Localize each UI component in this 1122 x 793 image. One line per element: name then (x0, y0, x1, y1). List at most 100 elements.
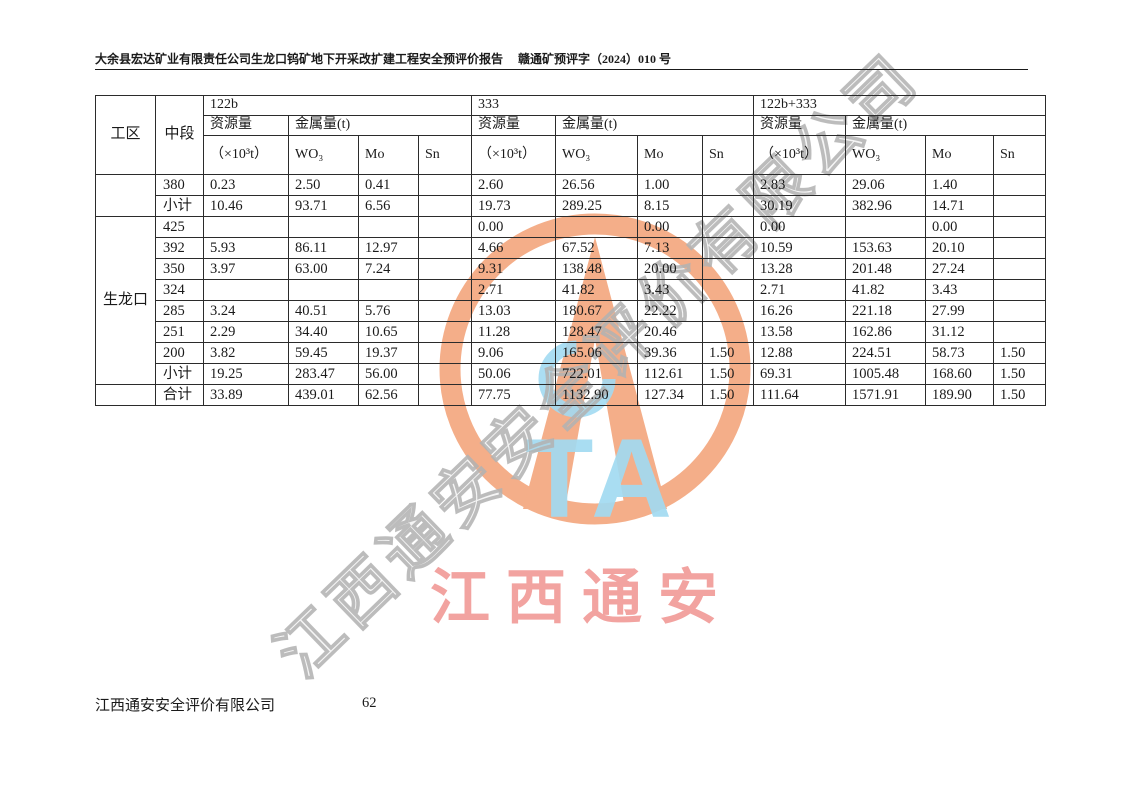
table-cell: 128.47 (555, 321, 638, 343)
table-cell: 153.63 (845, 237, 926, 259)
table-cell: 11.28 (471, 321, 556, 343)
table-cell (702, 279, 754, 301)
table-cell: 0.23 (203, 174, 289, 196)
table-cell: 27.24 (925, 258, 994, 280)
logo-letters: TA (525, 416, 678, 539)
table-cell: 19.73 (471, 195, 556, 217)
table-cell: 0.00 (753, 216, 846, 238)
table-cell: 77.75 (471, 384, 556, 406)
level-cell: 小计 (155, 363, 204, 385)
table-cell: 27.99 (925, 300, 994, 322)
table-cell: 20.46 (637, 321, 703, 343)
table-cell: 2.29 (203, 321, 289, 343)
table-cell: 289.25 (555, 195, 638, 217)
header-mo: Mo (358, 135, 419, 175)
table-cell: 7.13 (637, 237, 703, 259)
table-cell: 1.50 (993, 384, 1046, 406)
table-cell (418, 216, 472, 238)
table-cell: 165.06 (555, 342, 638, 364)
table-cell: 127.34 (637, 384, 703, 406)
header-unit: （×10³t） (203, 135, 289, 175)
level-cell: 425 (155, 216, 204, 238)
header-metal: 金属量(t) (845, 115, 1046, 136)
header-wo3: WO₃ (555, 135, 638, 175)
header-mo: Mo (637, 135, 703, 175)
table-cell: 162.86 (845, 321, 926, 343)
table-cell: 189.90 (925, 384, 994, 406)
table-cell: 138.48 (555, 258, 638, 280)
table-cell: 30.19 (753, 195, 846, 217)
table-cell (418, 195, 472, 217)
table-cell: 12.97 (358, 237, 419, 259)
table-cell: 3.97 (203, 258, 289, 280)
table-cell (203, 216, 289, 238)
header-group-122b: 122b (203, 95, 472, 116)
table-cell (418, 363, 472, 385)
table-cell: 0.00 (925, 216, 994, 238)
table-cell: 2.50 (288, 174, 359, 196)
table-cell (358, 216, 419, 238)
table-cell: 59.45 (288, 342, 359, 364)
header-report-title: 大余县宏达矿业有限责任公司生龙口钨矿地下开采改扩建工程安全预评价报告 (95, 52, 504, 66)
table-cell: 34.40 (288, 321, 359, 343)
header-work-area: 工区 (95, 95, 156, 175)
header-sn: Sn (993, 135, 1046, 175)
table-cell: 1005.48 (845, 363, 926, 385)
table-cell: 58.73 (925, 342, 994, 364)
table-cell (993, 300, 1046, 322)
table-cell (418, 279, 472, 301)
footer-page-number: 62 (362, 695, 377, 711)
header-metal: 金属量(t) (288, 115, 472, 136)
table-cell: 111.64 (753, 384, 846, 406)
work-area-cell (95, 174, 156, 217)
table-cell: 20.00 (637, 258, 703, 280)
table-cell: 722.01 (555, 363, 638, 385)
level-cell: 小计 (155, 195, 204, 217)
table-cell: 13.28 (753, 258, 846, 280)
table-cell: 3.24 (203, 300, 289, 322)
table-cell: 56.00 (358, 363, 419, 385)
table-cell: 13.03 (471, 300, 556, 322)
work-area-cell: 生龙口 (95, 216, 156, 385)
table-cell (418, 384, 472, 406)
watermark-brand-text: 江西通安 (430, 564, 734, 631)
table-cell: 10.65 (358, 321, 419, 343)
table-cell (358, 279, 419, 301)
table-body: 380 0.23 2.50 0.41 2.60 26.56 1.00 2.83 29.06 1.4… (95, 174, 1046, 406)
table-cell: 180.67 (555, 300, 638, 322)
table-cell (288, 279, 359, 301)
table-cell (418, 342, 472, 364)
table-cell: 1571.91 (845, 384, 926, 406)
table-cell: 3.82 (203, 342, 289, 364)
table-cell: 69.31 (753, 363, 846, 385)
table-cell: 10.46 (203, 195, 289, 217)
table-cell: 14.71 (925, 195, 994, 217)
table-cell (418, 321, 472, 343)
table-cell: 221.18 (845, 300, 926, 322)
table-cell: 1132.90 (555, 384, 638, 406)
table-cell: 2.71 (753, 279, 846, 301)
table-cell: 39.36 (637, 342, 703, 364)
table-cell (418, 174, 472, 196)
table-cell (418, 237, 472, 259)
table-cell: 8.15 (637, 195, 703, 217)
header-sn: Sn (418, 135, 472, 175)
table-cell: 0.00 (471, 216, 556, 238)
table-cell: 1.50 (702, 363, 754, 385)
footer-company-name: 江西通安安全评价有限公司 (95, 698, 276, 714)
header-unit: （×10³t） (753, 135, 846, 175)
table-cell: 2.83 (753, 174, 846, 196)
table-cell: 6.56 (358, 195, 419, 217)
table-cell: 29.06 (845, 174, 926, 196)
table-cell: 1.50 (993, 363, 1046, 385)
level-cell: 285 (155, 300, 204, 322)
level-cell: 324 (155, 279, 204, 301)
table-cell: 439.01 (288, 384, 359, 406)
table-cell: 7.24 (358, 258, 419, 280)
table-cell (288, 216, 359, 238)
table-cell: 26.56 (555, 174, 638, 196)
table-cell: 4.66 (471, 237, 556, 259)
table-cell (993, 279, 1046, 301)
resource-table: 工区 中段 122b 333 122b+333 资源量 金属量(t) 资源量 金… (95, 95, 1046, 406)
table-cell (993, 216, 1046, 238)
